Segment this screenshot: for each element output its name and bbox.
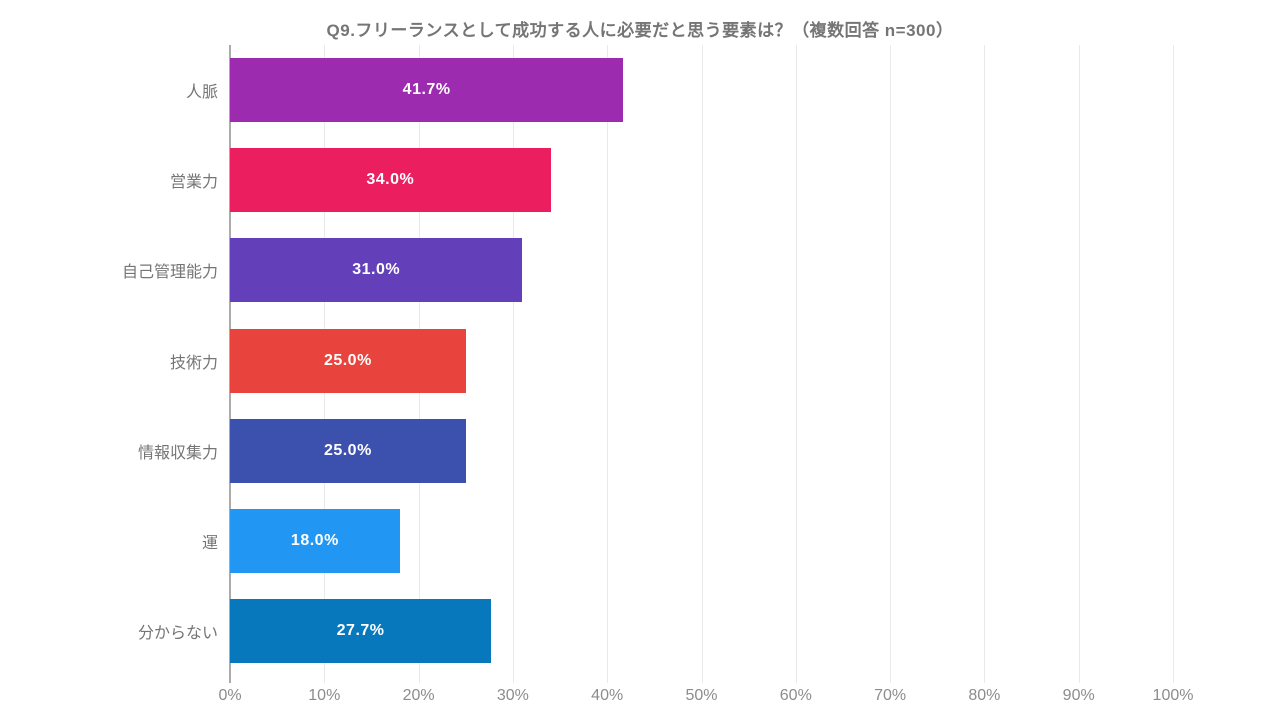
- bar-運: 18.0%: [230, 508, 400, 573]
- gridline-60%: [795, 45, 797, 683]
- x-tick-label-70%: 70%: [874, 687, 907, 704]
- x-tick-label-100%: 100%: [1152, 687, 1194, 704]
- bar-value-label: 31.0%: [352, 261, 401, 279]
- chart-title: Q9.フリーランスとして成功する人に必要だと思う要素は？（複数回答 n=300）: [326, 21, 954, 40]
- gridline-30%: [512, 45, 514, 683]
- bar-営業力: 34.0%: [230, 148, 551, 213]
- bar-value-label: 27.7%: [336, 621, 385, 639]
- bar-value-label: 25.0%: [323, 351, 372, 369]
- bar-技術力: 25.0%: [230, 328, 466, 393]
- category-label-運: 運: [201, 534, 218, 552]
- gridline-70%: [890, 45, 892, 683]
- bar-人脈: 41.7%: [230, 58, 624, 123]
- category-label-人脈: 人脈: [185, 84, 218, 102]
- x-tick-label-10%: 10%: [308, 687, 341, 704]
- bar-自己管理能力: 31.0%: [230, 238, 523, 303]
- bar-情報収集力: 25.0%: [230, 418, 466, 483]
- plot-area: 41.7% 34.0% 31.0% 25.0% 25.0% 18.0% 27.7%: [229, 45, 1174, 683]
- bar-value-label: 34.0%: [366, 171, 415, 189]
- x-tick-label-0%: 0%: [218, 687, 242, 704]
- x-tick-label-40%: 40%: [591, 687, 624, 704]
- category-label-営業力: 営業力: [169, 174, 218, 192]
- category-label-技術力: 技術力: [169, 354, 218, 372]
- x-tick-label-60%: 60%: [779, 687, 812, 704]
- x-axis-labels: 0% 10% 20% 30% 40% 50% 60% 70% 80% 90% 100%: [218, 687, 1193, 709]
- bar-分からない: 27.7%: [230, 598, 492, 663]
- bar-value-label: 41.7%: [402, 81, 451, 99]
- x-tick-label-90%: 90%: [1062, 687, 1095, 704]
- category-label-分からない: 分からない: [137, 624, 218, 642]
- gridline-50%: [701, 45, 703, 683]
- bar-value-label: 18.0%: [290, 531, 339, 549]
- category-label-情報収集力: 情報収集力: [137, 444, 218, 462]
- bar-value-label: 25.0%: [323, 441, 372, 459]
- gridline-100%: [1173, 45, 1174, 683]
- gridline-40%: [607, 45, 609, 683]
- x-tick-label-50%: 50%: [685, 687, 718, 704]
- gridline-90%: [1078, 45, 1080, 683]
- category-axis-labels: 人脈営業力自己管理能力技術力情報収集力運分からない: [0, 45, 218, 676]
- gridline-80%: [984, 45, 986, 683]
- x-tick-label-20%: 20%: [402, 687, 435, 704]
- category-label-自己管理能力: 自己管理能力: [121, 264, 218, 282]
- x-tick-label-30%: 30%: [496, 687, 529, 704]
- x-tick-label-80%: 80%: [968, 687, 1001, 704]
